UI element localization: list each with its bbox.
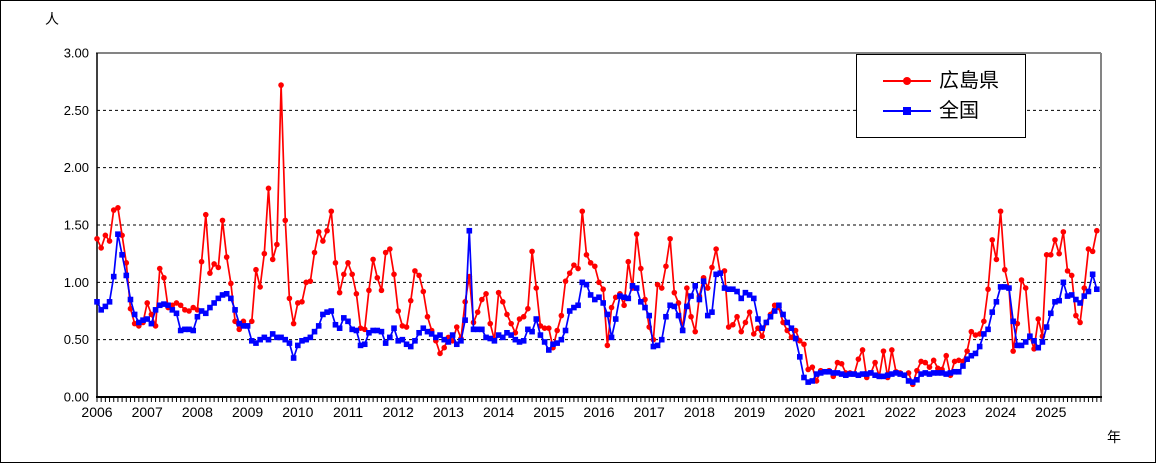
x-tick-label-year: 2009 — [232, 404, 263, 420]
legend-item-hiroshima: 広島県 — [881, 71, 1025, 91]
x-tick-label-year: 2012 — [383, 404, 414, 420]
x-tick-label-year: 2024 — [985, 404, 1016, 420]
legend: 広島県 全国 — [856, 54, 1026, 138]
x-tick-label-year: 2019 — [734, 404, 765, 420]
legend-red-line-circle-marker-icon — [883, 77, 931, 85]
legend-blue-line-square-marker-icon — [883, 107, 931, 115]
x-tick-label-year: 2014 — [483, 404, 514, 420]
x-tick-label-year: 2006 — [81, 404, 112, 420]
legend-label-national: 全国 — [939, 100, 979, 122]
x-tick-label-year: 2020 — [784, 404, 815, 420]
x-axis-unit-label: 年 — [1107, 429, 1121, 445]
y-tick-label: 0.50 — [64, 332, 89, 347]
x-tick-label-year: 2008 — [182, 404, 213, 420]
x-tick-label-year: 2023 — [935, 404, 966, 420]
x-tick-label-year: 2016 — [583, 404, 614, 420]
x-tick-label-year: 2013 — [433, 404, 464, 420]
x-tick-label-year: 2022 — [885, 404, 916, 420]
y-tick-label: 1.00 — [64, 275, 89, 290]
x-tick-label-year: 2021 — [834, 404, 865, 420]
x-tick-label-year: 2010 — [282, 404, 313, 420]
legend-item-national: 全国 — [881, 101, 1025, 121]
y-tick-label: 0.00 — [64, 390, 89, 405]
x-tick-label-year: 2007 — [132, 404, 163, 420]
y-tick-label: 3.00 — [64, 46, 89, 61]
x-tick-label-year: 2011 — [333, 404, 363, 420]
legend-label-hiroshima: 広島県 — [939, 70, 999, 92]
x-tick-label-year: 2017 — [634, 404, 665, 420]
x-tick-label-year: 2025 — [1035, 404, 1066, 420]
y-axis-unit-label: 人 — [45, 11, 59, 27]
x-tick-label-year: 2015 — [533, 404, 564, 420]
y-tick-label: 2.50 — [64, 103, 89, 118]
x-tick-label-year: 2018 — [684, 404, 715, 420]
y-tick-label: 1.50 — [64, 218, 89, 233]
y-tick-label: 2.00 — [64, 160, 89, 175]
